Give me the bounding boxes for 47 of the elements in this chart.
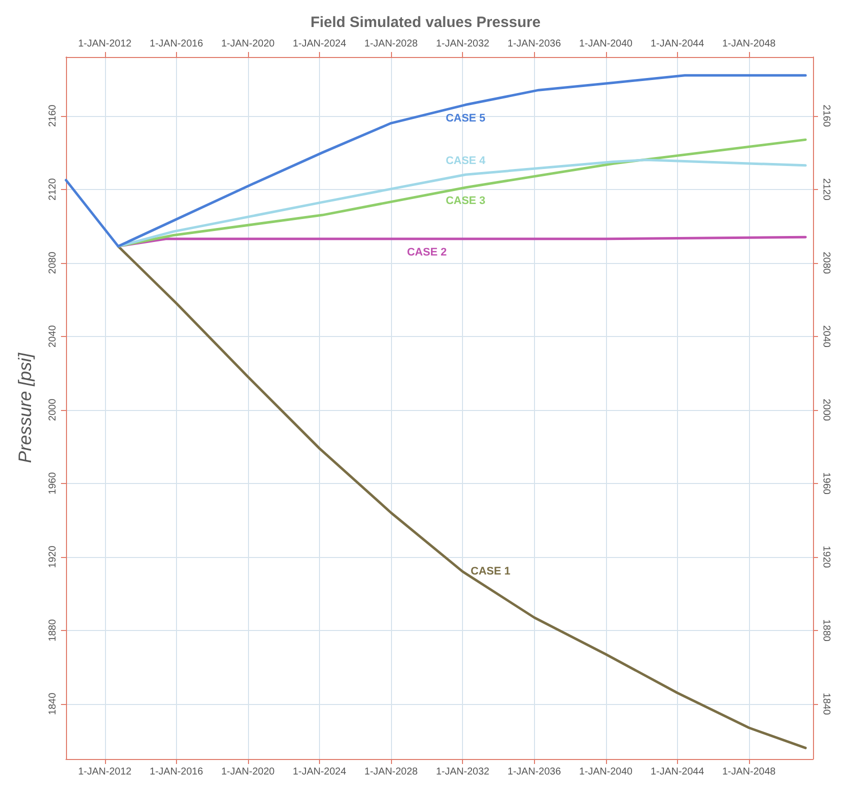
- x2-tick-label: 1-JAN-2028: [364, 38, 418, 50]
- y-tick-label: 2080: [48, 251, 58, 274]
- y2-tick-label: 1920: [820, 546, 832, 568]
- series-label: CASE 1: [470, 566, 510, 578]
- line-series: [116, 245, 807, 750]
- y2-tick-label: 2080: [820, 252, 832, 274]
- series-label: CASE 5: [446, 112, 486, 124]
- y2-tick-label: 1960: [820, 472, 832, 495]
- chart-title: Field Simulated values Pressure: [310, 14, 541, 31]
- y-tick-label: 1960: [48, 472, 58, 494]
- x2-tick-label: 1-JAN-2040: [579, 38, 633, 50]
- y-tick-label: 2000: [48, 398, 58, 421]
- x2-tick-label: 1-JAN-2012: [78, 38, 132, 50]
- x-tick-label: 1-JAN-2020: [221, 766, 276, 778]
- x2-tick-label: 1-JAN-2032: [436, 38, 490, 50]
- x2-tick-label: 1-JAN-2036: [508, 38, 562, 50]
- y-tick-label: 1920: [48, 545, 58, 568]
- y2-tick-label: 2120: [820, 178, 832, 201]
- y-axis-title: Pressure [psi]: [15, 352, 35, 464]
- x-tick-label: 1-JAN-2048: [722, 766, 776, 778]
- x2-tick-label: 1-JAN-2044: [650, 38, 704, 50]
- y-tick-label: 2040: [48, 324, 58, 348]
- series-label: CASE 2: [406, 246, 447, 258]
- x-tick-label: 1-JAN-2016: [150, 766, 204, 778]
- line-series: [64, 74, 807, 248]
- y2-tick-label: 2160: [820, 104, 832, 128]
- x-tick-label: 1-JAN-2036: [508, 766, 562, 778]
- y-tick-label: 2120: [48, 178, 58, 200]
- series-label: CASE 3: [446, 194, 486, 207]
- y-tick-label: 1840: [48, 692, 58, 715]
- y2-tick-label: 1880: [820, 619, 832, 642]
- y-tick-label: 2160: [48, 104, 58, 127]
- series-label: CASE 4: [446, 155, 486, 168]
- y2-tick-label: 2040: [820, 325, 832, 348]
- x-tick-label: 1-JAN-2040: [579, 766, 633, 778]
- x-tick-label: 1-JAN-2012: [78, 766, 132, 778]
- x-tick-label: 1-JAN-2024: [292, 766, 347, 778]
- x-tick-label: 1-JAN-2028: [364, 766, 418, 778]
- x2-tick-label: 1-JAN-2016: [150, 38, 204, 50]
- y-tick-label: 1880: [48, 618, 58, 642]
- x2-tick-label: 1-JAN-2020: [221, 38, 276, 50]
- x-tick-label: 1-JAN-2044: [650, 766, 704, 778]
- x2-tick-label: 1-JAN-2024: [292, 38, 347, 50]
- x-tick-label: 1-JAN-2032: [436, 766, 490, 778]
- x2-tick-label: 1-JAN-2048: [722, 38, 776, 50]
- y2-tick-label: 1840: [820, 692, 832, 716]
- y2-tick-label: 2000: [820, 398, 832, 422]
